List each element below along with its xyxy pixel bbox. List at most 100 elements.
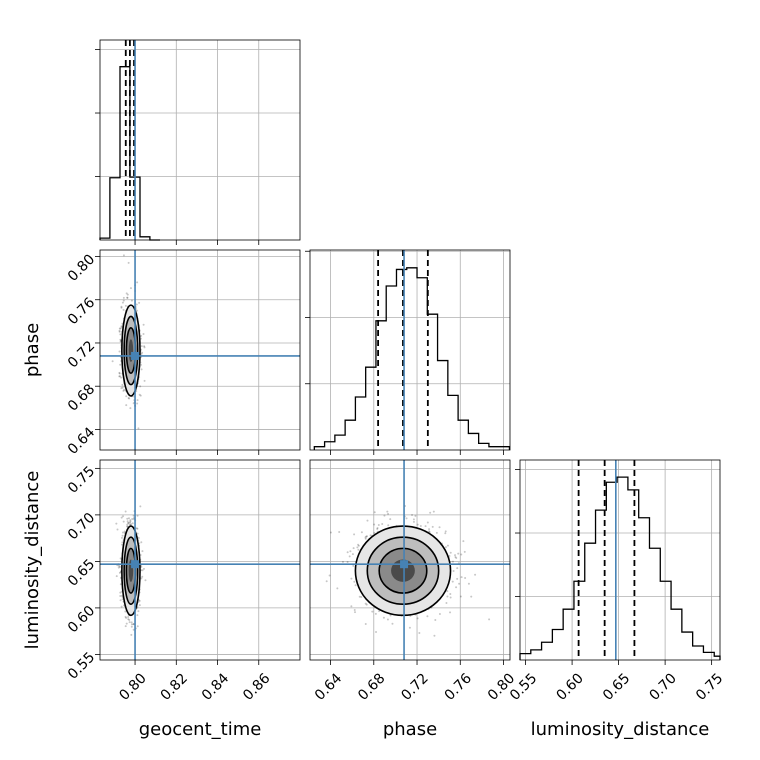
truth-marker: [400, 560, 409, 569]
sample-point: [118, 327, 121, 330]
sample-point: [118, 371, 121, 374]
y-tick-label: 0.70: [65, 510, 98, 543]
sample-point: [139, 363, 142, 366]
sample-point: [358, 595, 361, 598]
sample-point: [389, 518, 392, 521]
contour-line: [354, 525, 452, 617]
x-tick-label: 0.86: [240, 670, 273, 703]
sample-point: [141, 550, 144, 553]
density-level: [391, 559, 415, 582]
sample-point: [446, 595, 449, 598]
sample-point: [124, 304, 127, 307]
sample-point: [352, 547, 355, 550]
sample-point: [424, 525, 427, 528]
sample-point: [387, 524, 390, 527]
sample-point: [121, 301, 124, 304]
density-layer: [111, 254, 491, 637]
sample-point: [132, 514, 135, 517]
sample-point: [127, 517, 130, 520]
sample-point: [131, 522, 134, 525]
sample-point: [350, 605, 353, 608]
contour-line: [121, 525, 141, 617]
x-tick-label: 0.55: [507, 670, 540, 703]
y-tick-label: 0.68: [65, 381, 98, 414]
sample-point: [124, 510, 127, 513]
sample-point: [431, 525, 434, 528]
sample-point: [408, 626, 411, 629]
sample-point: [346, 551, 349, 554]
x-tick-label: 0.68: [355, 670, 388, 703]
sample-point: [460, 576, 463, 579]
panel-frame-phase-luminosity_distance: [309, 459, 511, 661]
sample-point: [128, 523, 131, 526]
sample-point: [128, 621, 131, 624]
sample-point: [376, 528, 379, 531]
sample-point: [454, 554, 457, 557]
sample-point: [373, 532, 376, 535]
sample-point: [391, 622, 394, 625]
sample-point: [365, 535, 368, 538]
sample-point: [118, 375, 121, 378]
sample-point: [419, 524, 422, 527]
sample-point: [118, 372, 121, 375]
sample-point: [364, 602, 367, 605]
sample-point: [141, 575, 144, 578]
sample-point: [142, 567, 145, 570]
sample-point: [142, 323, 145, 326]
sample-point: [445, 601, 448, 604]
sample-point: [121, 386, 124, 389]
sample-point: [353, 533, 356, 536]
sample-point: [405, 517, 408, 520]
sample-point: [118, 330, 121, 333]
panel-frame-phase: [309, 249, 511, 451]
sample-point: [349, 550, 352, 553]
sample-point: [353, 580, 356, 583]
sample-point: [143, 345, 146, 348]
sample-point: [127, 522, 130, 525]
sample-point: [125, 622, 128, 625]
x-tick-label: 0.76: [442, 670, 475, 703]
sample-point: [140, 345, 143, 348]
x-axis-label-luminosity_distance: luminosity_distance: [531, 719, 710, 740]
sample-point: [454, 556, 457, 559]
sample-point: [126, 293, 129, 296]
y-axis-label-luminosity_distance: luminosity_distance: [22, 471, 43, 650]
sample-point: [140, 541, 143, 544]
histogram-geocent_time: [99, 66, 160, 241]
sample-point: [338, 530, 341, 533]
sample-point: [128, 397, 131, 400]
sample-point: [438, 613, 441, 616]
sample-point: [138, 301, 141, 304]
sample-point: [328, 574, 331, 577]
sample-point: [449, 593, 452, 596]
sample-point: [418, 632, 421, 635]
sample-point: [383, 514, 386, 517]
sample-point: [129, 519, 132, 522]
x-tick-label: 0.80: [116, 670, 149, 703]
sample-point: [364, 623, 367, 626]
sample-point: [412, 520, 415, 523]
sample-point: [376, 527, 379, 530]
sample-point: [366, 519, 369, 522]
marks-layer: [99, 40, 721, 660]
sample-point: [119, 338, 122, 341]
sample-point: [360, 531, 363, 534]
sample-point: [136, 402, 139, 405]
sample-point: [123, 530, 126, 533]
sample-point: [121, 531, 124, 534]
sample-point: [365, 603, 368, 606]
sample-point: [135, 309, 138, 312]
sample-point: [428, 530, 431, 533]
sample-point: [127, 522, 130, 525]
sample-point: [129, 407, 132, 410]
sample-point: [119, 557, 122, 560]
sample-point: [449, 611, 452, 614]
sample-point: [125, 395, 128, 398]
sample-point: [120, 516, 123, 519]
sample-point: [386, 618, 389, 621]
sample-point: [432, 510, 435, 513]
sample-point: [118, 329, 121, 332]
sample-point: [129, 287, 132, 290]
sample-point: [382, 616, 385, 619]
sample-point: [373, 511, 376, 514]
